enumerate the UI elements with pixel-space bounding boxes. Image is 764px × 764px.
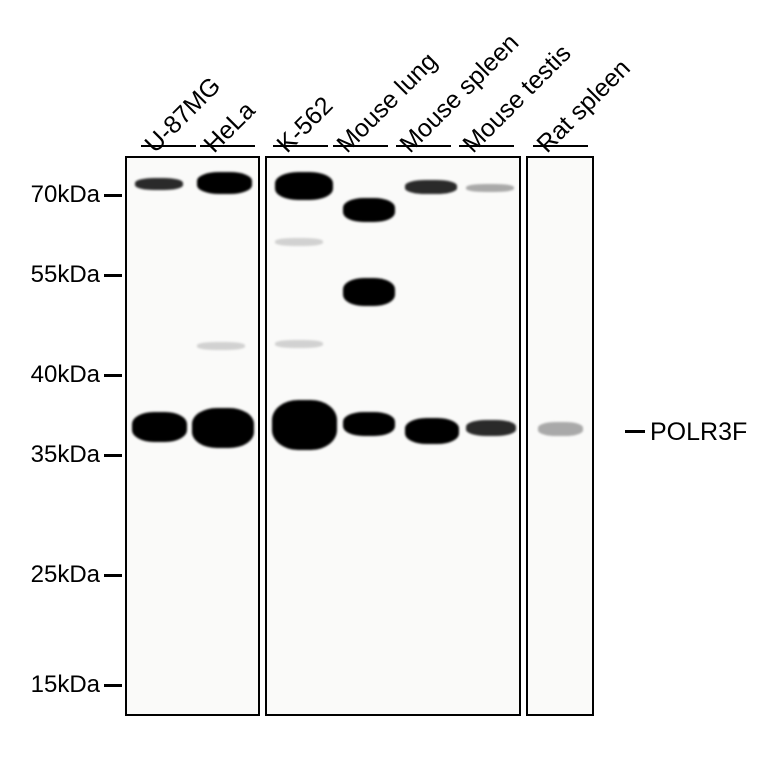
lane-underline-3 bbox=[333, 145, 388, 147]
protein-band bbox=[466, 420, 516, 436]
mw-tick-15 bbox=[104, 684, 122, 687]
protein-band bbox=[135, 178, 183, 190]
target-tick bbox=[625, 430, 645, 433]
lane-underline-0 bbox=[141, 145, 196, 147]
mw-label-25: 25kDa bbox=[20, 561, 100, 589]
protein-band bbox=[405, 418, 459, 444]
protein-band bbox=[343, 412, 395, 436]
protein-band bbox=[132, 412, 187, 442]
mw-tick-35 bbox=[104, 454, 122, 457]
blot-panel-3 bbox=[526, 156, 594, 716]
protein-band bbox=[192, 408, 254, 448]
lane-underline-6 bbox=[533, 145, 588, 147]
lane-underline-5 bbox=[459, 145, 514, 147]
mw-label-35: 35kDa bbox=[20, 441, 100, 469]
mw-label-55: 55kDa bbox=[20, 261, 100, 289]
protein-band bbox=[197, 342, 245, 350]
protein-band bbox=[343, 198, 395, 222]
protein-band bbox=[275, 172, 333, 200]
mw-tick-25 bbox=[104, 574, 122, 577]
mw-label-40: 40kDa bbox=[20, 361, 100, 389]
mw-label-15: 15kDa bbox=[20, 671, 100, 699]
protein-band bbox=[343, 278, 395, 306]
protein-band bbox=[275, 238, 323, 246]
protein-band bbox=[538, 422, 583, 436]
mw-tick-40 bbox=[104, 374, 122, 377]
lane-label-2: K-562 bbox=[271, 91, 339, 159]
protein-band bbox=[275, 340, 323, 348]
protein-band bbox=[197, 172, 252, 194]
mw-tick-70 bbox=[104, 194, 122, 197]
target-protein-label: POLR3F bbox=[650, 418, 747, 447]
lane-underline-4 bbox=[396, 145, 451, 147]
lane-underline-1 bbox=[200, 145, 255, 147]
mw-label-70: 70kDa bbox=[20, 181, 100, 209]
protein-band bbox=[405, 180, 457, 194]
mw-tick-55 bbox=[104, 274, 122, 277]
western-blot-figure: U-87MG HeLa K-562 Mouse lung Mouse splee… bbox=[0, 0, 764, 764]
protein-band bbox=[272, 400, 337, 450]
protein-band bbox=[466, 184, 514, 192]
lane-underline-2 bbox=[273, 145, 328, 147]
